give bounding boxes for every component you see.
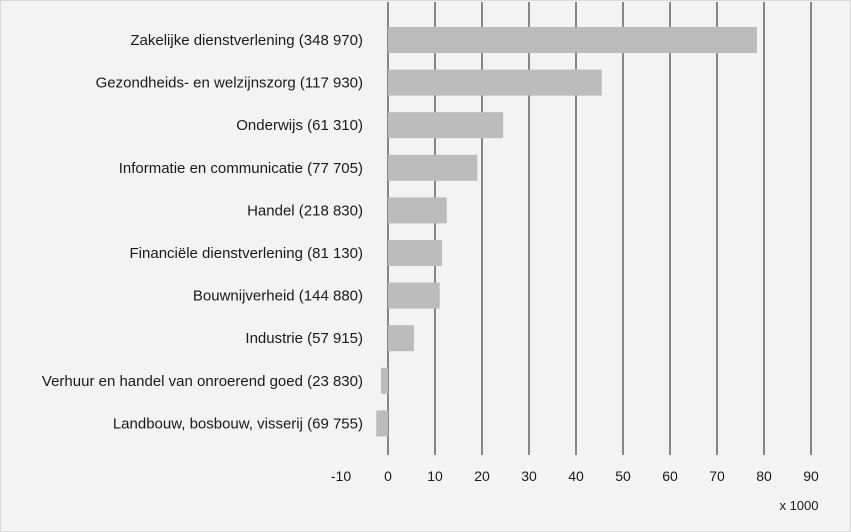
bar (388, 197, 447, 224)
category-label: Verhuur en handel van onroerend goed (23… (42, 373, 363, 390)
category-label: Zakelijke dienstverlening (348 970) (130, 32, 363, 49)
category-label: Informatie en communicatie (77 705) (119, 160, 363, 177)
x-tick-label: 80 (756, 468, 772, 484)
x-tick-label: 90 (803, 468, 819, 484)
bar (388, 112, 504, 139)
bar (388, 325, 414, 352)
category-label: Financiële dienstverlening (81 130) (130, 245, 363, 262)
x-tick-label: 70 (709, 468, 725, 484)
category-label: Landbouw, bosbouw, visserij (69 755) (113, 415, 363, 432)
bar (388, 154, 478, 181)
category-label: Handel (218 830) (247, 202, 363, 219)
x-axis-unit-label: x 1000 (779, 498, 818, 513)
bar (380, 367, 388, 394)
category-label: Gezondheids- en welzijnszorg (117 930) (96, 75, 363, 92)
x-tick-label: 60 (662, 468, 678, 484)
x-tick-label: 40 (568, 468, 584, 484)
category-label: Bouwnijverheid (144 880) (193, 288, 363, 305)
x-tick-label: -10 (331, 468, 351, 484)
x-tick-label: 50 (615, 468, 631, 484)
x-tick-label: 30 (521, 468, 537, 484)
bar (388, 240, 443, 266)
bar (388, 282, 440, 309)
x-tick-label: 20 (474, 468, 490, 484)
x-tick-label: 0 (384, 468, 392, 484)
bar (388, 27, 757, 53)
category-label: Industrie (57 915) (245, 330, 363, 347)
category-labels: Zakelijke dienstverlening (348 970) Gezon… (42, 32, 363, 432)
bar (388, 69, 602, 96)
bars (376, 27, 757, 437)
x-tick-labels: -10 0 10 20 30 40 50 60 70 80 90 (331, 468, 819, 484)
bar (376, 410, 388, 437)
x-tick-label: 10 (427, 468, 443, 484)
category-label: Onderwijs (61 310) (236, 117, 363, 134)
